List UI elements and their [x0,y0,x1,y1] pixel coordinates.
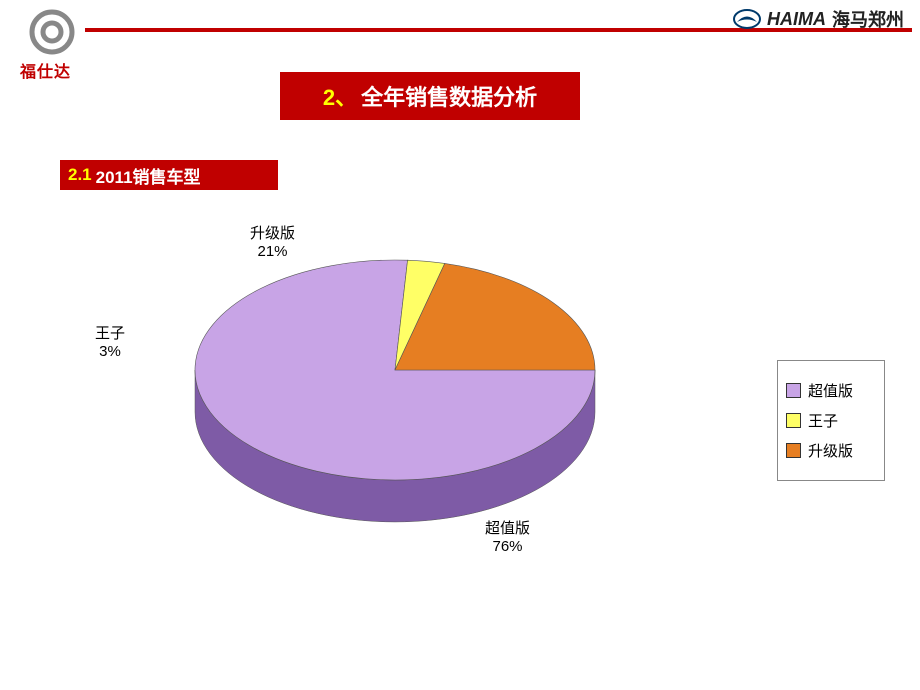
legend-swatch [786,413,801,428]
pie-data-label: 王子3% [95,325,125,361]
legend-label: 升级版 [808,440,853,461]
brand-logo-left [28,8,76,56]
brand-logo-right: HAIMA 海马郑州 [733,6,904,32]
legend-label: 王子 [808,410,838,431]
legend-label: 超值版 [808,380,853,401]
pie-chart: 超值版76% 王子3% 升级版21% [40,210,720,630]
legend-item: 超值版 [786,380,876,401]
section-text: 全年销售数据分析 [361,80,537,112]
subsection-title: 2.1 2011销售车型 [60,160,278,190]
haima-icon [733,9,761,29]
brand-text-cn: 海马郑州 [832,6,904,32]
legend-item: 升级版 [786,440,876,461]
header: HAIMA 海马郑州 [0,0,920,56]
legend-swatch [786,443,801,458]
subsection-number: 2.1 [68,165,92,185]
pie-chart-svg [40,210,720,630]
chart-legend: 超值版王子升级版 [777,360,885,481]
legend-item: 王子 [786,410,876,431]
subsection-text: 2011销售车型 [96,163,201,188]
pie-data-label: 超值版76% [485,520,530,556]
sub-brand-logo: 福仕达 [20,58,71,82]
section-number: 2、 [323,80,357,112]
legend-swatch [786,383,801,398]
brand-text-en: HAIMA [767,9,826,30]
section-title: 2、 全年销售数据分析 [280,72,580,120]
pie-data-label: 升级版21% [250,225,295,261]
